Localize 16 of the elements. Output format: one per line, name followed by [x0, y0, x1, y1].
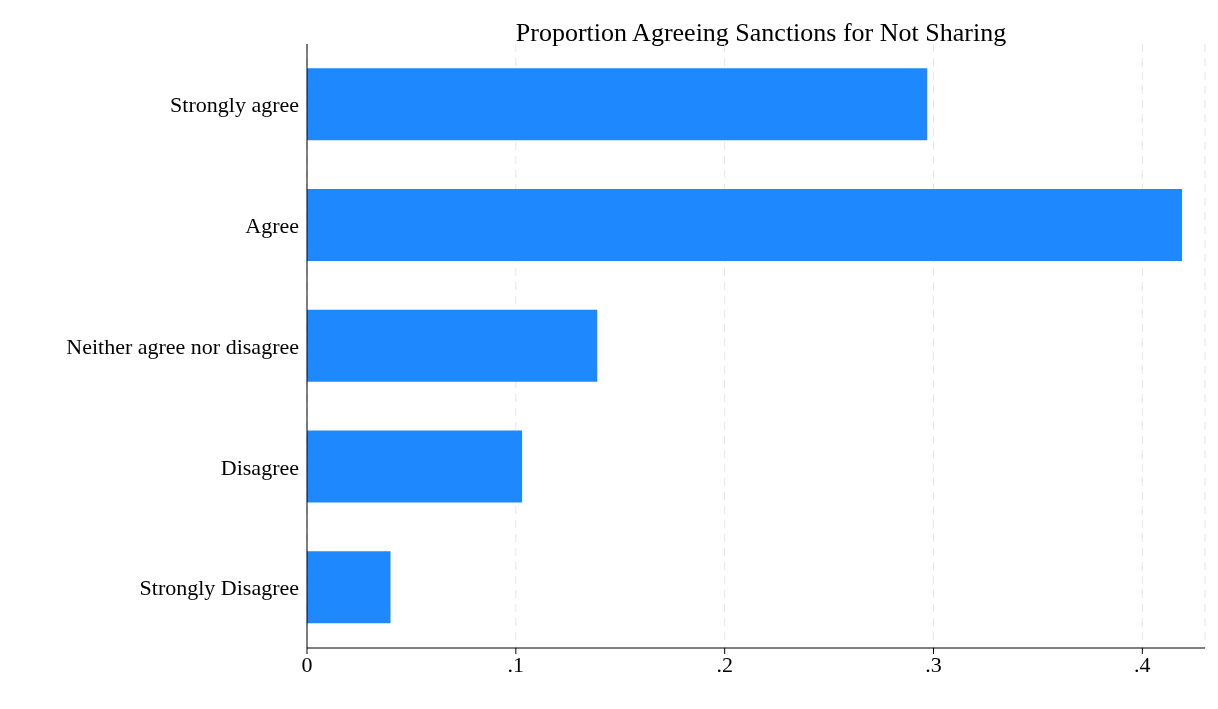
x-tick-label: .2: [716, 651, 733, 677]
y-tick-label: Strongly Disagree: [139, 575, 299, 601]
y-tick-label: Strongly agree: [170, 92, 299, 118]
bar: [307, 309, 598, 382]
bar: [307, 188, 1183, 261]
x-tick-label: .1: [507, 651, 525, 677]
y-tick-label: Disagree: [220, 454, 299, 480]
x-tick-label: .4: [1134, 651, 1151, 677]
bar: [307, 430, 523, 503]
x-tick-label: 0: [301, 651, 313, 677]
chart-title: Proportion Agreeing Sanctions for Not Sharing: [514, 18, 1008, 48]
x-tick-label: .3: [925, 651, 942, 677]
y-tick-label: Agree: [245, 213, 299, 239]
bar: [307, 68, 928, 141]
y-tick-label: Neither agree nor disagree: [66, 333, 299, 359]
bar: [307, 551, 391, 624]
